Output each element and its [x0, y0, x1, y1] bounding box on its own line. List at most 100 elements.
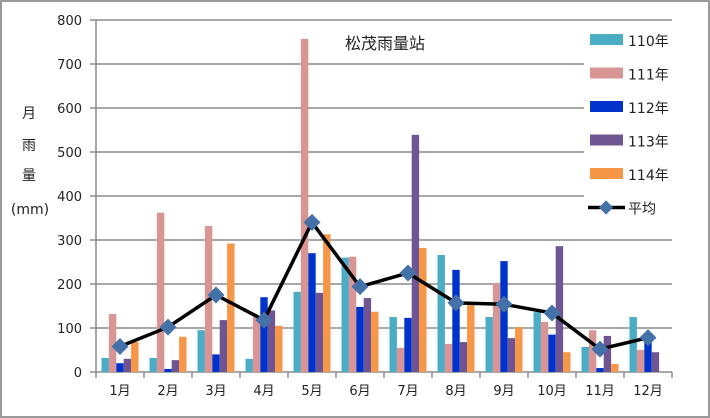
x-tick-label: 3月 — [205, 384, 226, 399]
bar-110年 — [341, 257, 349, 372]
average-line — [119, 219, 649, 352]
legend-label: 110年 — [628, 34, 669, 50]
bar-112年 — [404, 317, 412, 372]
bar-112年 — [644, 338, 652, 372]
bar-110年 — [437, 254, 445, 372]
y-tick-label: 100 — [57, 322, 82, 337]
bar-112年 — [212, 354, 220, 372]
x-tick-label: 8月 — [445, 384, 466, 399]
average-marker — [399, 264, 417, 282]
average-marker — [495, 295, 513, 313]
y-tick-label: 0 — [74, 366, 82, 381]
bar-112年 — [308, 253, 316, 372]
bar-110年 — [389, 317, 397, 372]
bar-110年 — [533, 312, 541, 372]
x-tick-label: 10月 — [537, 384, 567, 399]
average-marker — [639, 329, 657, 347]
bar-114年 — [467, 305, 475, 372]
x-tick-label: 1月 — [109, 384, 130, 399]
bar-114年 — [419, 247, 427, 372]
bar-113年 — [315, 292, 324, 372]
average-marker — [447, 294, 465, 312]
x-tick-label: 11月 — [585, 384, 615, 399]
bar-111年 — [540, 321, 549, 372]
bar-113年 — [123, 358, 132, 372]
bar-113年 — [603, 335, 612, 372]
bar-114年 — [515, 327, 523, 372]
bar-112年 — [356, 306, 364, 372]
average-marker — [303, 213, 321, 231]
bar-112年 — [452, 269, 460, 372]
bar-111年 — [588, 330, 597, 372]
bar-112年 — [596, 368, 604, 372]
legend-label: 112年 — [628, 101, 669, 117]
bar-114年 — [563, 352, 571, 372]
average-marker — [591, 340, 609, 358]
bar-112年 — [164, 368, 172, 372]
bar-111年 — [300, 38, 309, 373]
bar-114年 — [323, 234, 331, 372]
bar-111年 — [348, 256, 357, 372]
legend-label: 113年 — [628, 135, 669, 151]
chart-title: 松茂雨量站 — [345, 34, 425, 53]
bar-113年 — [651, 352, 660, 372]
x-tick-label: 2月 — [157, 384, 178, 399]
x-tick-label: 7月 — [397, 384, 418, 399]
y-axis-label: 雨 — [22, 138, 36, 154]
bar-114年 — [371, 311, 379, 372]
bar-110年 — [485, 317, 493, 372]
legend-swatch — [590, 134, 623, 146]
legend-marker — [598, 200, 614, 215]
average-marker — [207, 286, 225, 304]
legend-box — [584, 24, 702, 234]
bar-114年 — [227, 243, 235, 372]
legend-label: 平均 — [628, 202, 656, 218]
bar-110年 — [293, 291, 301, 372]
average-marker — [111, 337, 129, 355]
y-tick-label: 300 — [57, 234, 82, 249]
bar-110年 — [149, 357, 157, 372]
y-axis-label: 月 — [22, 106, 36, 122]
bar-111年 — [252, 317, 261, 372]
bar-112年 — [548, 334, 556, 372]
legend-swatch — [590, 34, 623, 45]
y-tick-label: 400 — [57, 190, 82, 205]
average-marker — [159, 318, 177, 336]
x-tick-label: 4月 — [253, 384, 274, 399]
bar-112年 — [500, 261, 508, 372]
bar-111年 — [444, 343, 453, 372]
bar-113年 — [411, 134, 420, 372]
bar-111年 — [108, 313, 117, 372]
bar-110年 — [197, 330, 205, 372]
y-axis-label: 量 — [22, 168, 36, 184]
bar-113年 — [507, 338, 516, 372]
legend-label: 114年 — [628, 168, 669, 184]
legend-swatch — [590, 168, 623, 179]
x-tick-label: 5月 — [301, 384, 322, 399]
x-tick-label: 9月 — [493, 384, 514, 399]
average-marker — [255, 311, 273, 329]
bar-112年 — [260, 297, 268, 372]
bar-114年 — [179, 336, 187, 372]
bar-110年 — [245, 358, 253, 372]
bar-113年 — [219, 320, 228, 372]
x-tick-label: 12月 — [633, 384, 663, 399]
bar-110年 — [629, 317, 637, 372]
bar-111年 — [156, 212, 165, 372]
legend-label: 111年 — [628, 68, 669, 84]
bar-113年 — [459, 342, 468, 372]
y-axis-label: (mm) — [11, 202, 49, 218]
bar-113年 — [555, 246, 564, 372]
y-tick-label: 800 — [57, 14, 82, 29]
average-marker — [351, 278, 369, 296]
bar-110年 — [581, 346, 589, 372]
legend-swatch — [590, 101, 623, 112]
y-tick-label: 200 — [57, 278, 82, 293]
bar-110年 — [101, 357, 109, 372]
bar-111年 — [396, 347, 405, 372]
y-tick-label: 700 — [57, 58, 82, 73]
bar-114年 — [131, 342, 139, 372]
y-tick-label: 600 — [57, 102, 82, 117]
bar-113年 — [171, 360, 180, 372]
